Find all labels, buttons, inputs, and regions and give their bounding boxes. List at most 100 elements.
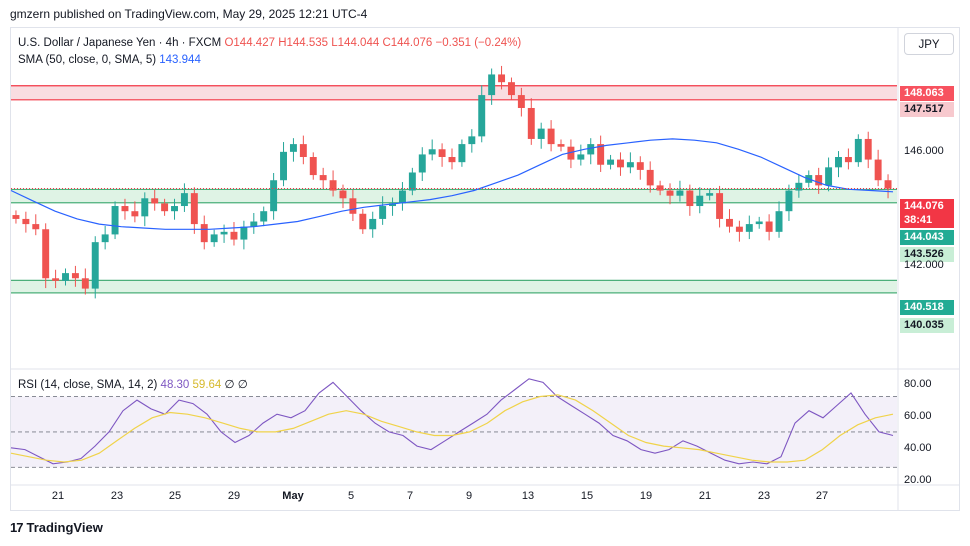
candle-body xyxy=(835,157,842,168)
ohlc-low: L144.044 xyxy=(331,37,380,49)
time-axis-label: 21 xyxy=(51,490,65,502)
candle-body xyxy=(329,180,337,191)
candle-body xyxy=(418,154,426,173)
ohlc-change: −0.351 (−0.24%) xyxy=(435,37,522,49)
rsi-label[interactable]: RSI (14, close, SMA, 14, 2) xyxy=(18,379,158,391)
candle-body xyxy=(210,234,218,243)
candle-body xyxy=(874,159,882,181)
candle-body xyxy=(765,221,773,232)
countdown-tag: 38:41 xyxy=(900,213,954,228)
candle-body xyxy=(12,215,20,219)
candle-body xyxy=(537,128,545,139)
candle-body xyxy=(488,74,496,96)
candle-body xyxy=(81,278,89,289)
tradingview-logo-icon: 17 xyxy=(10,520,24,535)
candle-body xyxy=(289,144,297,152)
tradingview-logo[interactable]: 17 TradingView xyxy=(10,520,103,535)
sma-label[interactable]: SMA (50, close, 0, SMA, 5) xyxy=(18,54,157,66)
candle-body xyxy=(151,198,159,204)
zone-support xyxy=(11,189,897,203)
candle-body xyxy=(270,180,278,212)
candle-body xyxy=(815,175,823,186)
ohlc-close: C144.076 xyxy=(382,37,433,49)
candle-body xyxy=(785,190,793,212)
candle-body xyxy=(825,167,833,186)
zones-layer xyxy=(11,85,897,294)
candle-body xyxy=(656,185,664,191)
price-tag-zone-mid-bottom: 143.526 xyxy=(900,247,954,262)
rsi-axis-label-80: 80.00 xyxy=(904,378,932,390)
time-axis-label: 9 xyxy=(465,490,473,502)
candle-body xyxy=(498,74,506,83)
candle-body xyxy=(686,190,694,207)
candle-body xyxy=(696,195,704,207)
candle-body xyxy=(617,159,624,168)
candle-body xyxy=(141,198,149,217)
candle-body xyxy=(131,211,139,217)
time-axis-label: 7 xyxy=(406,490,414,502)
candle-body xyxy=(339,190,347,199)
candle-body xyxy=(666,190,674,196)
candle-body xyxy=(260,211,268,222)
rsi-value: 48.30 xyxy=(160,379,190,391)
candle-body xyxy=(369,218,377,230)
currency-button[interactable]: JPY xyxy=(904,33,954,55)
candle-body xyxy=(101,234,109,243)
candle-body xyxy=(280,151,287,181)
rsi-ma-value: 59.64 xyxy=(192,379,222,391)
candle-body xyxy=(587,144,595,155)
candle-body xyxy=(428,149,436,155)
candle-body xyxy=(716,193,724,219)
candle-body xyxy=(220,231,228,235)
candle-body xyxy=(359,213,367,230)
candle-body xyxy=(161,203,169,212)
candle-body xyxy=(755,221,763,225)
candle-body xyxy=(607,159,615,165)
time-axis-label: 23 xyxy=(110,490,124,502)
candle-body xyxy=(32,224,40,230)
zone-support xyxy=(11,280,897,293)
candle-body xyxy=(389,203,397,207)
price-tag-zone-high-top: 148.063 xyxy=(900,86,954,101)
zone-resistance xyxy=(11,85,897,100)
candle-body xyxy=(309,157,317,176)
candle-body xyxy=(597,144,605,165)
chart-frame xyxy=(10,27,960,511)
rsi-extra-1: ∅ xyxy=(224,379,235,391)
candle-body xyxy=(517,95,525,108)
candle-body xyxy=(735,226,743,232)
candle-body xyxy=(379,206,387,219)
candle-body xyxy=(349,198,357,214)
overlays-layer xyxy=(10,138,897,230)
candle-body xyxy=(230,231,238,240)
symbol-label[interactable]: U.S. Dollar / Japanese Yen · 4h · FXCM xyxy=(18,37,222,49)
candle-body xyxy=(240,226,248,240)
candle-body xyxy=(795,182,803,191)
candle-body xyxy=(557,144,565,147)
candle-body xyxy=(726,218,733,227)
candle-body xyxy=(91,242,99,289)
candle-body xyxy=(398,190,406,204)
candle-body xyxy=(180,193,188,207)
candle-body xyxy=(745,224,753,232)
price-axis-label-142: 142.000 xyxy=(904,259,944,271)
candle-body xyxy=(438,149,446,158)
candle-body xyxy=(22,218,30,225)
time-axis-label: 25 xyxy=(168,490,182,502)
candle-body xyxy=(42,229,50,279)
time-axis-label: 19 xyxy=(639,490,653,502)
time-axis-label: 5 xyxy=(347,490,355,502)
candle-body xyxy=(636,162,644,170)
candle-body xyxy=(775,211,783,232)
candle-body xyxy=(171,206,178,212)
candle-body xyxy=(448,157,456,163)
price-axis-label-146: 146.000 xyxy=(904,145,944,157)
rsi-layer xyxy=(10,378,897,468)
publisher-line: gmzern published on TradingView.com, May… xyxy=(10,7,368,21)
candle-body xyxy=(676,190,684,196)
candle-body xyxy=(468,136,476,145)
candle-body xyxy=(567,146,575,160)
last-price-tag: 144.076 xyxy=(900,199,954,214)
sma-value: 143.944 xyxy=(159,54,201,66)
